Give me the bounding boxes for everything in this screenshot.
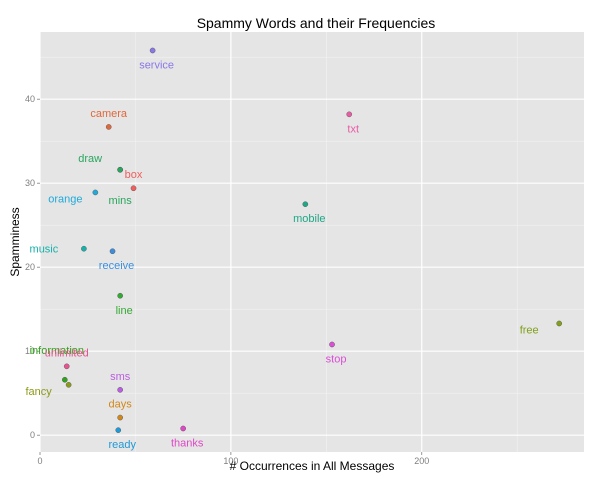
y-axis-label: Spamminess bbox=[8, 207, 22, 276]
point-label-ready: ready bbox=[108, 439, 136, 451]
point-label-draw: draw bbox=[78, 153, 102, 165]
point-label-thanks: thanks bbox=[171, 437, 204, 449]
data-point-orange bbox=[92, 189, 99, 196]
data-points bbox=[62, 47, 562, 433]
data-point-unlimited bbox=[63, 363, 70, 370]
y-tick-label: 0 bbox=[30, 430, 35, 440]
x-axis-ticks: 0 100 200 bbox=[37, 452, 429, 466]
point-label-music: music bbox=[30, 244, 59, 256]
data-point-sms bbox=[117, 387, 123, 393]
point-label-receive: receive bbox=[99, 260, 134, 272]
point-label-mins: mins bbox=[109, 195, 133, 207]
data-point-days bbox=[117, 414, 123, 421]
point-label-sms: sms bbox=[110, 371, 131, 383]
data-point-ready bbox=[115, 427, 122, 433]
data-point-camera bbox=[105, 124, 112, 130]
data-point-fancy bbox=[65, 381, 72, 388]
point-label-orange: orange bbox=[48, 193, 82, 205]
y-tick-label: 20 bbox=[25, 262, 35, 272]
point-label-txt: txt bbox=[347, 123, 359, 135]
x-axis-label: # Occurrences in All Messages bbox=[230, 459, 395, 473]
x-tick-label: 200 bbox=[414, 456, 429, 466]
y-tick-label: 40 bbox=[25, 94, 35, 104]
data-point-line bbox=[117, 292, 123, 299]
chart-title: Spammy Words and their Frequencies bbox=[197, 15, 436, 31]
major-gridlines bbox=[39, 32, 584, 452]
y-tick-label: 10 bbox=[25, 346, 35, 356]
minor-gridlines bbox=[40, 32, 584, 452]
x-tick-label: 100 bbox=[223, 456, 238, 466]
point-label-stop: stop bbox=[326, 353, 347, 365]
data-point-stop bbox=[329, 341, 335, 348]
point-label-service: service bbox=[139, 59, 174, 71]
data-point-thanks bbox=[180, 425, 186, 432]
y-axis-ticks: 0 10 20 30 40 bbox=[25, 94, 40, 440]
y-tick-label: 30 bbox=[25, 178, 35, 188]
point-label-information: information bbox=[30, 345, 84, 357]
point-label-box: box bbox=[125, 169, 143, 181]
point-label-line: line bbox=[116, 305, 133, 317]
point-label-free: free bbox=[520, 324, 539, 336]
data-point-information bbox=[62, 376, 68, 383]
point-label-fancy: fancy bbox=[25, 386, 52, 398]
data-point-receive bbox=[109, 248, 116, 255]
data-point-box bbox=[130, 185, 137, 192]
data-point-music bbox=[81, 245, 87, 252]
point-label-days: days bbox=[109, 399, 133, 411]
data-point-labels: service camera txt draw box orange mins mobile m… bbox=[25, 59, 538, 451]
point-label-mobile: mobile bbox=[293, 213, 325, 225]
point-label-camera: camera bbox=[90, 108, 128, 120]
data-point-mobile bbox=[302, 201, 309, 207]
point-label-unlimited: unlimited bbox=[45, 347, 89, 359]
plot-panel bbox=[40, 32, 584, 452]
data-point-free bbox=[556, 320, 562, 327]
data-point-service bbox=[149, 47, 156, 54]
x-tick-label: 0 bbox=[37, 456, 42, 466]
data-point-txt bbox=[346, 111, 353, 118]
data-point-mins bbox=[117, 166, 123, 173]
